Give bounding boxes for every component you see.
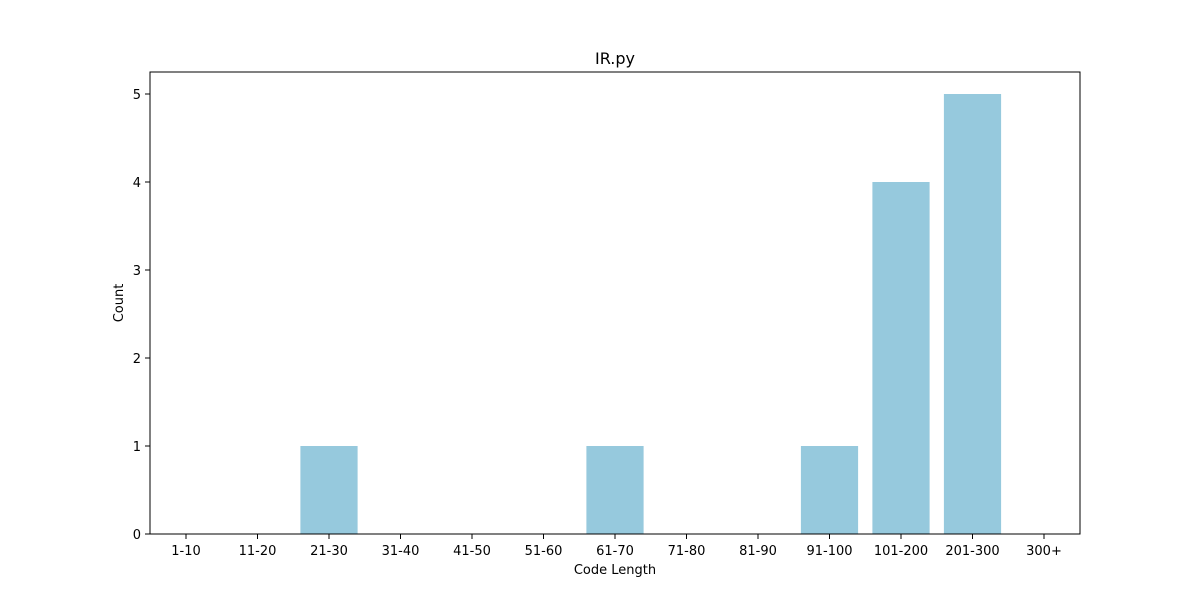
bar-101-200: [872, 182, 930, 534]
y-tick-label: 4: [133, 176, 141, 191]
bar-201-300: [943, 94, 1002, 534]
x-tick-label: 11-20: [239, 544, 277, 559]
x-tick-label: 91-100: [806, 544, 852, 559]
x-tick-label: 81-90: [739, 544, 777, 559]
bar-91-100: [800, 446, 859, 534]
y-axis: 0 1 2 3 4 5: [133, 88, 150, 543]
x-axis-label: Code Length: [574, 563, 656, 578]
y-tick-label: 5: [133, 88, 141, 103]
x-tick-label: 51-60: [525, 544, 563, 559]
y-tick-label: 0: [133, 528, 141, 543]
y-tick-label: 1: [133, 440, 141, 455]
x-tick-label: 300+: [1026, 544, 1062, 559]
y-tick-label: 3: [133, 264, 141, 279]
x-tick-label: 21-30: [310, 544, 348, 559]
x-axis: 1-10 11-20 21-30 31-40 41-50 51-60 61-70 71-80 8…: [171, 534, 1062, 559]
bars-group: [300, 94, 1002, 534]
x-tick-label: 1-10: [171, 544, 201, 559]
x-tick-label: 31-40: [382, 544, 420, 559]
bar-61-70: [586, 446, 644, 534]
y-axis-label: Count: [112, 284, 127, 323]
chart-title: IR.py: [595, 49, 635, 68]
y-tick-label: 2: [133, 352, 141, 367]
x-tick-label: 201-300: [945, 544, 999, 559]
x-tick-label: 41-50: [453, 544, 491, 559]
bar-21-30: [300, 446, 358, 534]
x-tick-label: 71-80: [668, 544, 706, 559]
x-tick-label: 101-200: [874, 544, 928, 559]
x-tick-label: 61-70: [596, 544, 634, 559]
